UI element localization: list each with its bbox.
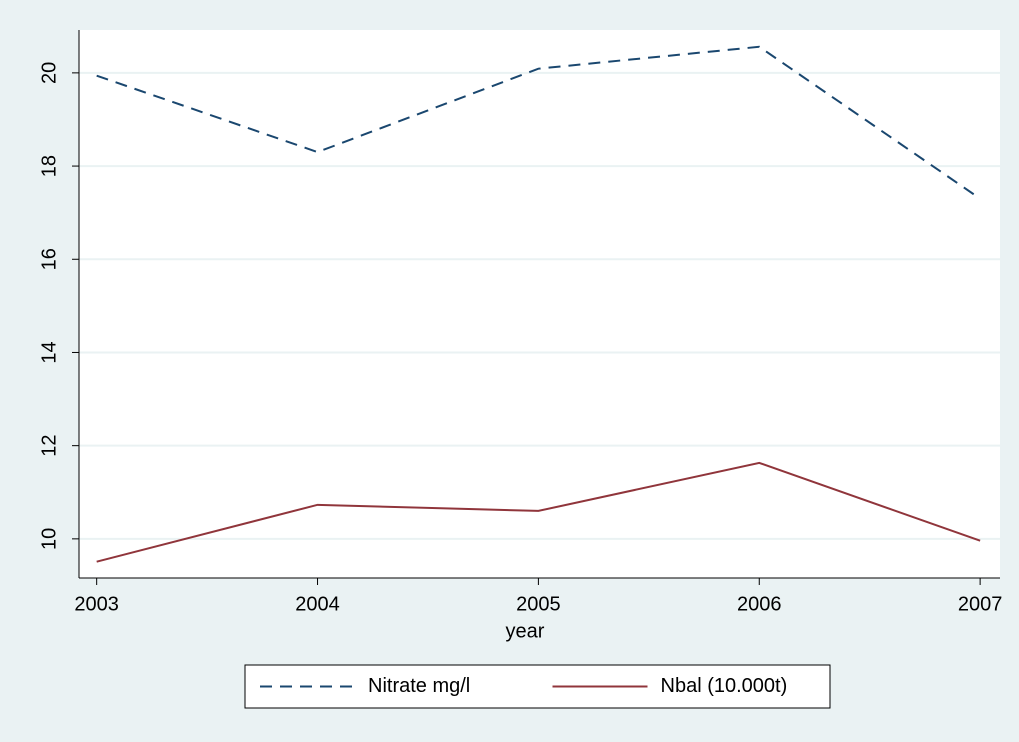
y-tick-label: 10 xyxy=(38,528,60,550)
x-tick-label: 2007 xyxy=(958,593,1003,615)
legend-label: Nitrate mg/l xyxy=(368,675,470,697)
y-tick-label: 14 xyxy=(38,341,60,363)
plot-area xyxy=(79,30,1000,578)
x-tick-label: 2006 xyxy=(737,593,782,615)
x-axis-title: year xyxy=(506,620,545,642)
series-line xyxy=(96,45,981,200)
x-tick-label: 2005 xyxy=(516,593,561,615)
y-tick-label: 16 xyxy=(38,248,60,270)
series-line xyxy=(96,461,981,563)
y-tick-label: 18 xyxy=(38,155,60,177)
legend-label: Nbal (10.000t) xyxy=(661,675,788,697)
x-tick-label: 2003 xyxy=(74,593,119,615)
x-tick-label: 2004 xyxy=(295,593,340,615)
y-tick-label: 20 xyxy=(38,62,60,84)
y-tick-label: 12 xyxy=(38,435,60,457)
